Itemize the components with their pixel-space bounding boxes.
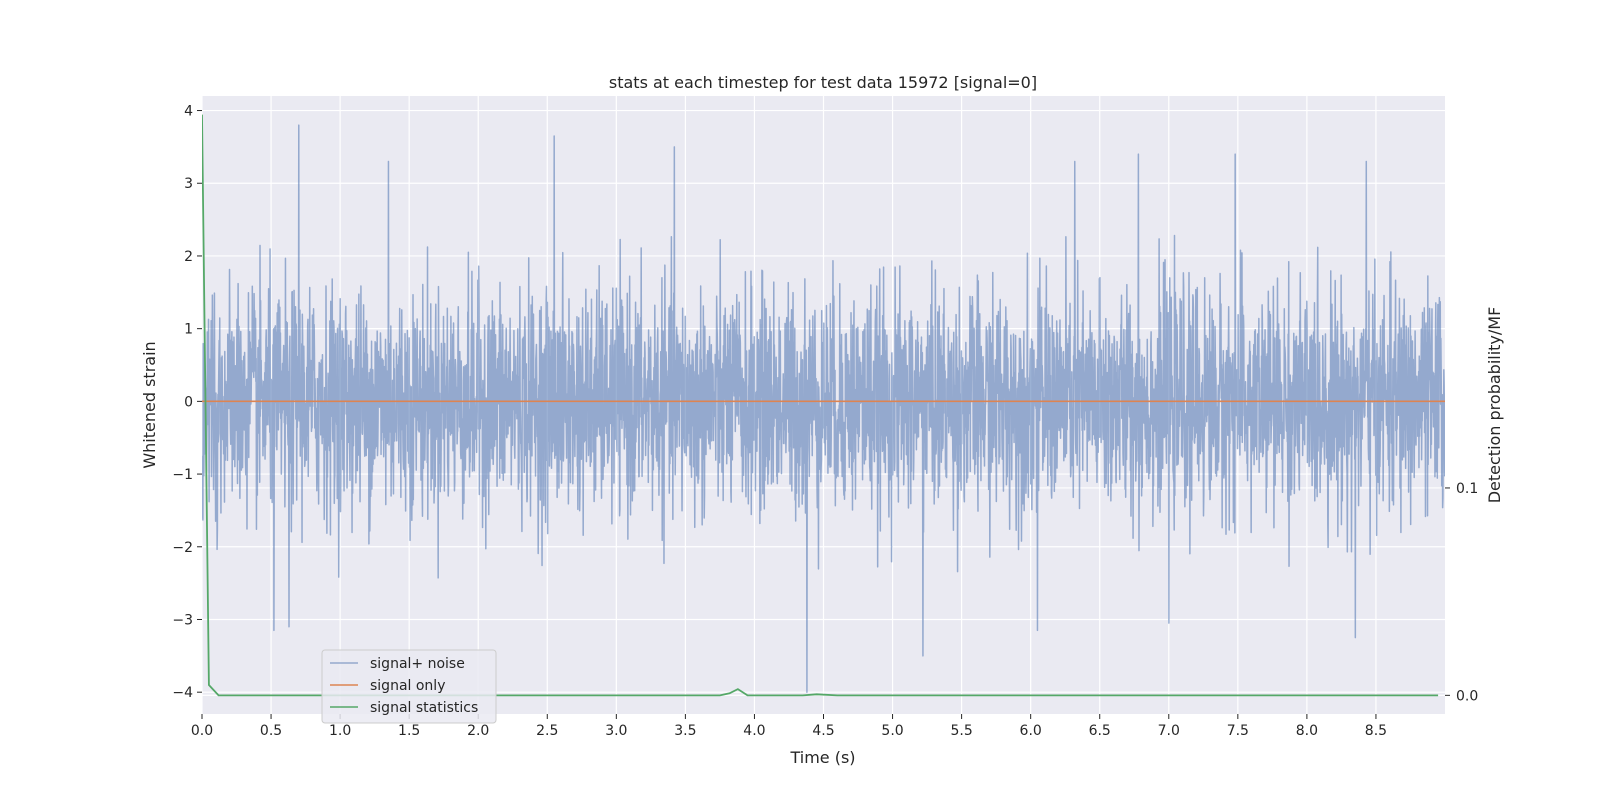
y-tick-label: −4 xyxy=(172,685,193,701)
legend: signal+ noise signal only signal statist… xyxy=(321,649,497,724)
x-tick-label: 1.0 xyxy=(329,723,351,739)
x-tick-label: 6.0 xyxy=(1020,723,1042,739)
plot-content xyxy=(202,114,1445,697)
x-tick-label: 4.5 xyxy=(812,723,834,739)
x-tick-label: 7.0 xyxy=(1158,723,1180,739)
x-tick-label: 3.0 xyxy=(605,723,627,739)
series-signal-statistics-line xyxy=(202,114,1439,697)
x-tick-label: 2.5 xyxy=(536,723,558,739)
x-tick-label: 0.0 xyxy=(191,723,213,739)
y-tick-label: 2 xyxy=(184,249,193,265)
x-tick-label: 6.5 xyxy=(1089,723,1111,739)
y-tick-label: 0 xyxy=(184,394,193,410)
y-tick-label: 4 xyxy=(184,104,193,120)
chart-title: stats at each timestep for test data 159… xyxy=(609,73,1037,92)
y-axis-right-label: Detection probability/MF xyxy=(1485,307,1504,504)
x-axis-label: Time (s) xyxy=(789,748,855,767)
x-tick-label: 7.5 xyxy=(1227,723,1249,739)
y-right-tick-label: 0.0 xyxy=(1456,688,1478,704)
legend-label-signal-only: signal only xyxy=(370,678,445,694)
x-tick-label: 3.5 xyxy=(674,723,696,739)
x-tick-label: 1.5 xyxy=(398,723,420,739)
y-tick-label: 1 xyxy=(184,322,193,338)
legend-label-signal-noise: signal+ noise xyxy=(370,656,465,672)
legend-box xyxy=(321,649,497,724)
x-tick-label: 5.5 xyxy=(950,723,972,739)
x-tick-label: 8.0 xyxy=(1296,723,1318,739)
y-tick-label: −3 xyxy=(172,612,193,628)
x-tick-label: 2.0 xyxy=(467,723,489,739)
y-axis-label: Whitened strain xyxy=(140,341,159,468)
y-tick-label: 3 xyxy=(184,176,193,192)
y-tick-label: −1 xyxy=(172,467,193,483)
y-right-tick-label: 0.1 xyxy=(1456,481,1478,497)
x-tick-label: 8.5 xyxy=(1365,723,1387,739)
series-signal-noise-line xyxy=(202,124,1445,693)
x-tick-label: 0.5 xyxy=(260,723,282,739)
ticks: 0.0 0.5 1.0 1.5 2.0 2.5 3.0 3.5 4.0 4.5 5.0 5.5 6.0 6… xyxy=(172,104,1478,739)
y-tick-label: −2 xyxy=(172,540,193,556)
legend-label-signal-statistics: signal statistics xyxy=(370,700,478,716)
x-tick-label: 4.0 xyxy=(743,723,765,739)
x-tick-label: 5.0 xyxy=(881,723,903,739)
